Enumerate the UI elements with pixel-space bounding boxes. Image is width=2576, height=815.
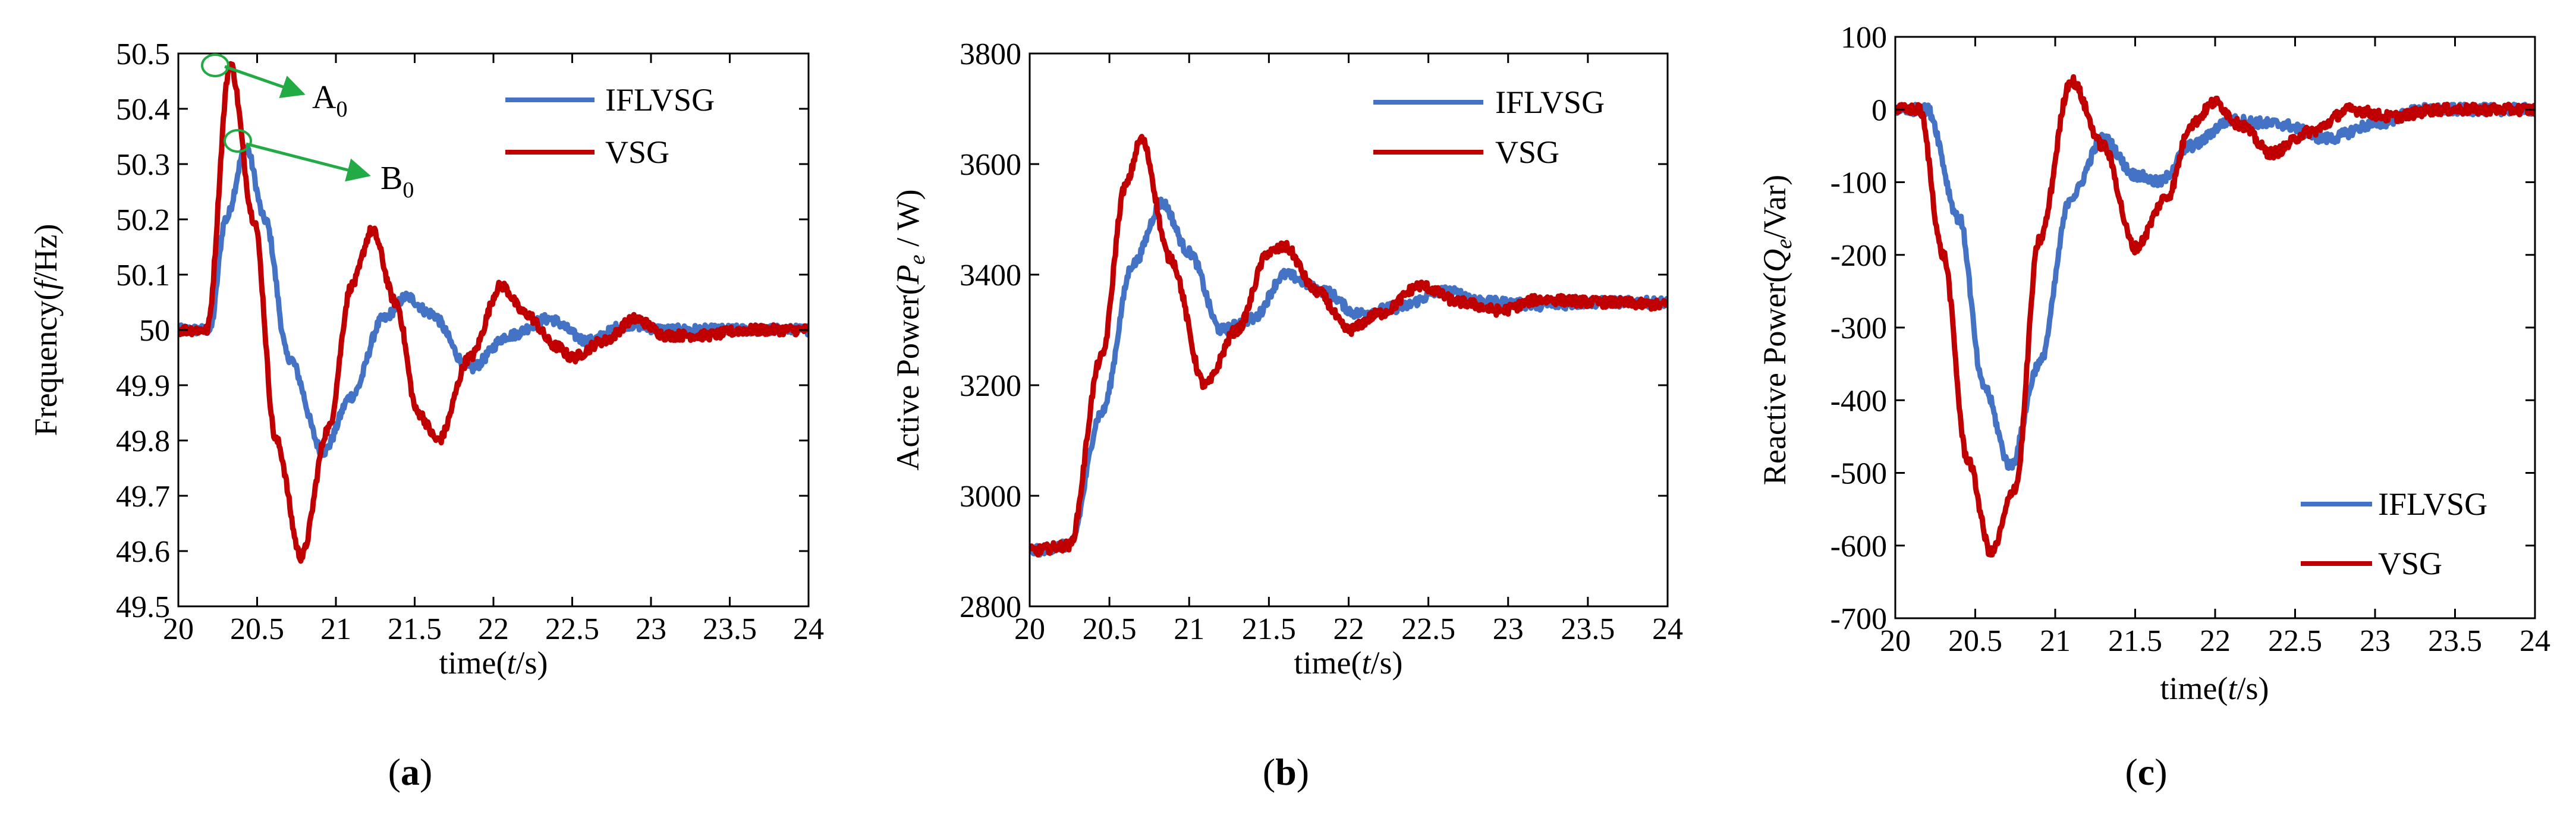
xlabel-b: time(t/s) bbox=[1294, 645, 1403, 681]
x-tick-label: 23 bbox=[2360, 624, 2391, 658]
y-tick-label: 49.9 bbox=[116, 369, 170, 403]
legend-label-iflvsg-c: IFLVSG bbox=[2378, 486, 2487, 522]
y-tick-label: 50.2 bbox=[116, 203, 170, 237]
arrow-b0 bbox=[246, 142, 371, 182]
panel-a: 20 20.5 21 21.5 22 22.5 23 23.5 24 49.5 49.6 49.7 49… bbox=[28, 37, 824, 793]
x-tick-label: 23.5 bbox=[2428, 624, 2482, 658]
y-tick-label: 50.5 bbox=[116, 37, 170, 71]
xlabel-c: time(t/s) bbox=[2160, 671, 2269, 706]
x-tick-label: 21.5 bbox=[2108, 624, 2162, 658]
x-tick-label: 24 bbox=[1652, 612, 1683, 646]
label-a0: A0 bbox=[312, 79, 347, 122]
y-tick-label: -400 bbox=[1830, 384, 1887, 418]
legend-label-iflvsg-a: IFLVSG bbox=[605, 82, 715, 118]
y-tick-label: 2800 bbox=[960, 590, 1021, 624]
y-tick-label: -500 bbox=[1830, 457, 1887, 491]
legend-label-vsg-b: VSG bbox=[1495, 134, 1559, 170]
ylabel-b: Active Power(Pe / W) bbox=[890, 189, 930, 470]
x-tick-label: 24 bbox=[2520, 624, 2550, 658]
xlabel-a: time(t/s) bbox=[439, 645, 548, 681]
legend-label-vsg-a: VSG bbox=[605, 134, 669, 170]
y-tick-label: -100 bbox=[1830, 166, 1887, 200]
panel-b: 20 20.5 21 21.5 22 22.5 23 23.5 24 2800 3000 3200 34… bbox=[890, 37, 1683, 793]
x-tick-label: 21 bbox=[320, 612, 351, 646]
series-line-iflvsg bbox=[1030, 196, 1668, 558]
caption-c: (c) bbox=[2125, 751, 2167, 793]
series-layer-a bbox=[178, 61, 809, 564]
y-tick-label: 3600 bbox=[960, 148, 1021, 182]
x-tick-label: 21 bbox=[2040, 624, 2071, 658]
x-tick-label: 24 bbox=[793, 612, 824, 646]
y-tick-label: 49.6 bbox=[116, 535, 170, 569]
marker-ellipse-a0 bbox=[201, 54, 229, 77]
y-tick-label: 3200 bbox=[960, 369, 1021, 403]
x-tick-label: 20.5 bbox=[1083, 612, 1137, 646]
x-tick-label: 23 bbox=[1493, 612, 1524, 646]
x-tick-label: 20.5 bbox=[1948, 624, 2002, 658]
legend-label-iflvsg-b: IFLVSG bbox=[1495, 84, 1605, 120]
legend-c: IFLVSG VSG bbox=[2301, 486, 2487, 581]
tick-layer-c: 20 20.5 21 21.5 22 22.5 23 23.5 24 -700 -600 -500 -4… bbox=[1830, 21, 2550, 658]
x-tick-label: 23 bbox=[636, 612, 666, 646]
ylabel-c: Reactive Power(Qe/Var) bbox=[1757, 175, 1797, 485]
y-tick-label: 50.3 bbox=[116, 148, 170, 182]
annotation-a0: A0 bbox=[201, 54, 347, 122]
y-tick-label: 3800 bbox=[960, 37, 1021, 71]
x-tick-label: 23.5 bbox=[703, 612, 757, 646]
y-tick-label: 3000 bbox=[960, 480, 1021, 514]
x-tick-label: 20 bbox=[1880, 624, 1911, 658]
x-tick-label: 22 bbox=[1333, 612, 1364, 646]
y-tick-label: 50.4 bbox=[116, 93, 170, 127]
ylabel-a: Frequency(f/Hz) bbox=[28, 224, 64, 436]
series-line-vsg bbox=[178, 61, 809, 564]
y-tick-label: 49.7 bbox=[116, 480, 170, 514]
caption-b: (b) bbox=[1263, 751, 1309, 793]
legend-b: IFLVSG VSG bbox=[1373, 84, 1605, 170]
y-tick-label: -600 bbox=[1830, 530, 1887, 564]
x-tick-label: 20.5 bbox=[230, 612, 284, 646]
y-tick-label: 49.5 bbox=[116, 590, 170, 624]
y-tick-label: 50.1 bbox=[116, 259, 170, 292]
x-tick-label: 22.5 bbox=[1401, 612, 1455, 646]
x-tick-label: 20 bbox=[1014, 612, 1045, 646]
y-tick-label: 50 bbox=[139, 314, 170, 348]
caption-a: (a) bbox=[388, 751, 433, 793]
series-line-iflvsg bbox=[1895, 102, 2535, 471]
panel-c: 20 20.5 21 21.5 22 22.5 23 23.5 24 -700 -600 -500 -4… bbox=[1757, 21, 2550, 793]
x-tick-label: 23.5 bbox=[1561, 612, 1615, 646]
y-tick-label: 0 bbox=[1872, 93, 1887, 127]
arrow-a0 bbox=[224, 65, 306, 99]
series-layer-c bbox=[1895, 74, 2535, 558]
x-tick-label: 20 bbox=[163, 612, 194, 646]
x-tick-label: 21.5 bbox=[388, 612, 442, 646]
y-tick-label: -200 bbox=[1830, 239, 1887, 273]
marker-ellipse-b0 bbox=[224, 129, 252, 153]
tick-layer-a: 20 20.5 21 21.5 22 22.5 23 23.5 24 49.5 49.6 49.7 49… bbox=[116, 37, 824, 646]
x-tick-label: 22 bbox=[478, 612, 509, 646]
legend-label-vsg-c: VSG bbox=[2378, 546, 2442, 581]
x-tick-label: 22.5 bbox=[545, 612, 599, 646]
series-layer-b bbox=[1030, 134, 1668, 558]
y-tick-label: 49.8 bbox=[116, 424, 170, 458]
series-line-vsg bbox=[1030, 134, 1668, 558]
annotation-b0: B0 bbox=[224, 129, 414, 203]
x-tick-label: 21 bbox=[1174, 612, 1204, 646]
x-tick-label: 22.5 bbox=[2268, 624, 2322, 658]
series-line-vsg bbox=[1895, 74, 2535, 558]
y-tick-label: 3400 bbox=[960, 259, 1021, 292]
tick-layer-b: 20 20.5 21 21.5 22 22.5 23 23.5 24 2800 3000 3200 34… bbox=[960, 37, 1683, 646]
legend-a: IFLVSG VSG bbox=[505, 82, 715, 170]
y-tick-label: -300 bbox=[1830, 311, 1887, 345]
y-tick-label: -700 bbox=[1830, 602, 1887, 636]
y-tick-label: 100 bbox=[1841, 21, 1887, 55]
x-tick-label: 21.5 bbox=[1242, 612, 1296, 646]
x-tick-label: 22 bbox=[2200, 624, 2231, 658]
label-b0: B0 bbox=[380, 160, 414, 203]
